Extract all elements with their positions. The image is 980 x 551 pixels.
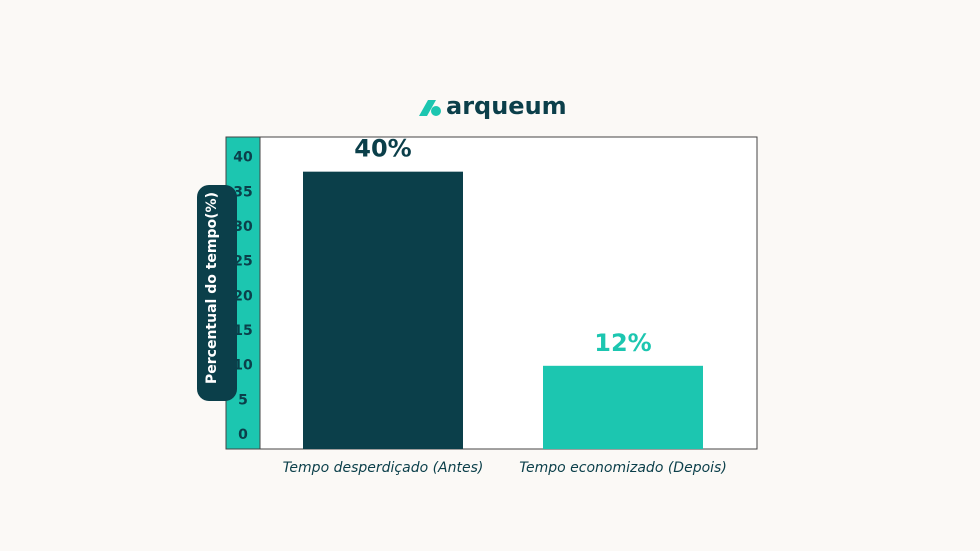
y-tick-label: 20 <box>233 288 253 304</box>
logo-text: arqueum <box>446 92 567 120</box>
y-tick-label: 5 <box>238 392 248 408</box>
y-axis-label: Percentual do tempo(%) <box>204 192 220 384</box>
y-label-tab-edge <box>220 185 226 401</box>
bar <box>303 171 463 449</box>
logo-icon <box>419 100 441 116</box>
value-label: 12% <box>594 329 651 357</box>
bar <box>543 365 703 449</box>
x-tick-label: Tempo desperdiçado (Antes) <box>283 460 484 476</box>
y-tick-label: 35 <box>233 184 252 200</box>
y-tick-label: 40 <box>233 150 253 166</box>
y-tick-label: 25 <box>233 254 252 270</box>
value-label: 40% <box>354 135 411 163</box>
y-tick-label: 15 <box>233 323 252 339</box>
y-tick-label: 0 <box>238 427 248 443</box>
y-label-tab <box>197 185 237 401</box>
y-tick-label: 10 <box>233 358 253 374</box>
y-tick-label: 30 <box>233 219 253 235</box>
x-tick-label: Tempo economizado (Depois) <box>519 460 727 476</box>
